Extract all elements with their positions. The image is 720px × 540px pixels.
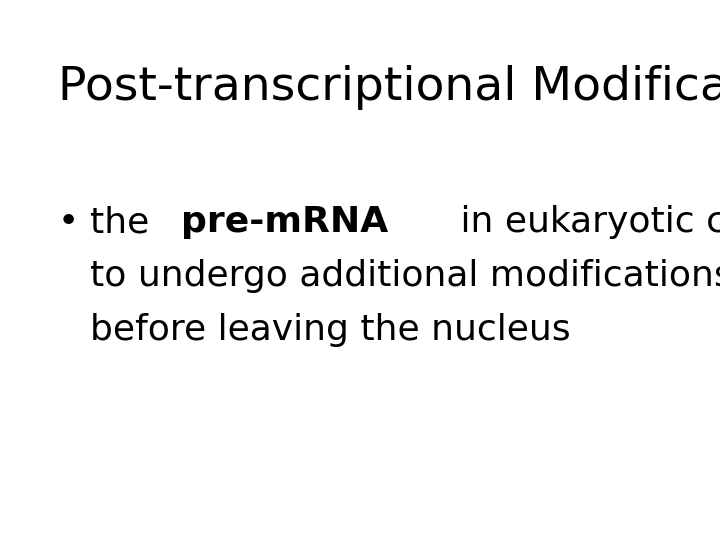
Text: the: the xyxy=(90,205,161,239)
Text: Post-transcriptional Modifications: Post-transcriptional Modifications xyxy=(58,65,720,110)
Text: •: • xyxy=(58,205,79,239)
Text: in eukaryotic cells needs: in eukaryotic cells needs xyxy=(449,205,720,239)
Text: pre-mRNA: pre-mRNA xyxy=(181,205,389,239)
Text: before leaving the nucleus: before leaving the nucleus xyxy=(90,313,571,347)
Text: to undergo additional modifications: to undergo additional modifications xyxy=(90,259,720,293)
